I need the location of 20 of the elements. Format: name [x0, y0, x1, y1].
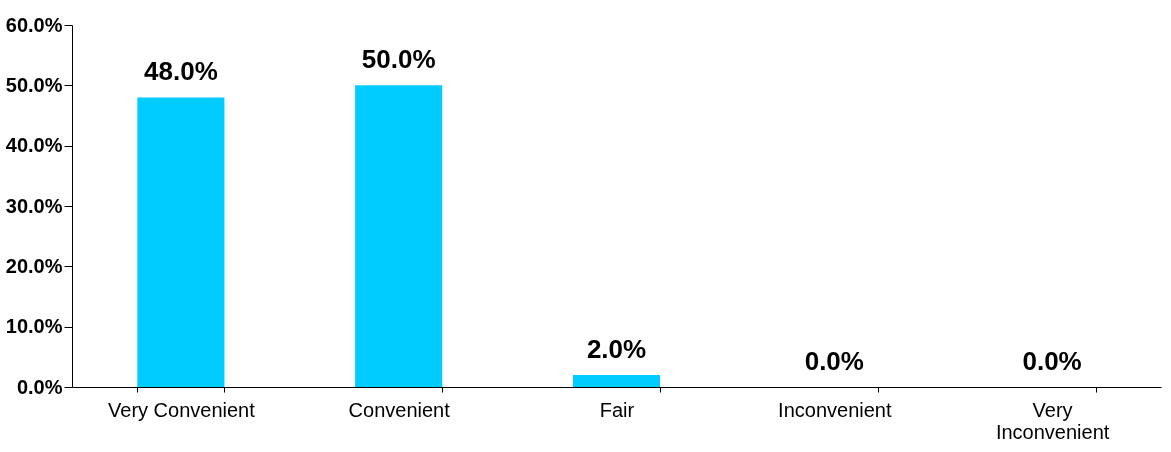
bar: [137, 97, 225, 387]
x-tick-label: Convenient: [348, 398, 451, 421]
data-label: 50.0%: [361, 44, 436, 75]
x-tick-label: Fair: [599, 398, 635, 421]
data-label: 48.0%: [144, 56, 218, 87]
y-tick-label: 50.0%: [5, 73, 63, 96]
data-label: 0.0%: [804, 346, 864, 376]
data-label: 0.0%: [1022, 346, 1082, 376]
data-label: 2.0%: [586, 333, 647, 364]
x-tick-label: Very Inconvenient: [995, 398, 1110, 443]
x-tick-label: Very Convenient: [108, 398, 256, 421]
y-tick-label: 10.0%: [5, 315, 63, 338]
x-tick-label: Inconvenient: [778, 398, 892, 421]
y-tick-label: 60.0%: [5, 13, 63, 36]
bar: [355, 85, 443, 387]
y-tick-label: 30.0%: [5, 194, 63, 217]
y-tick-label: 0.0%: [16, 375, 63, 398]
bar: [572, 374, 661, 387]
y-tick-label: 40.0%: [5, 134, 63, 157]
y-tick-label: 20.0%: [5, 254, 63, 277]
